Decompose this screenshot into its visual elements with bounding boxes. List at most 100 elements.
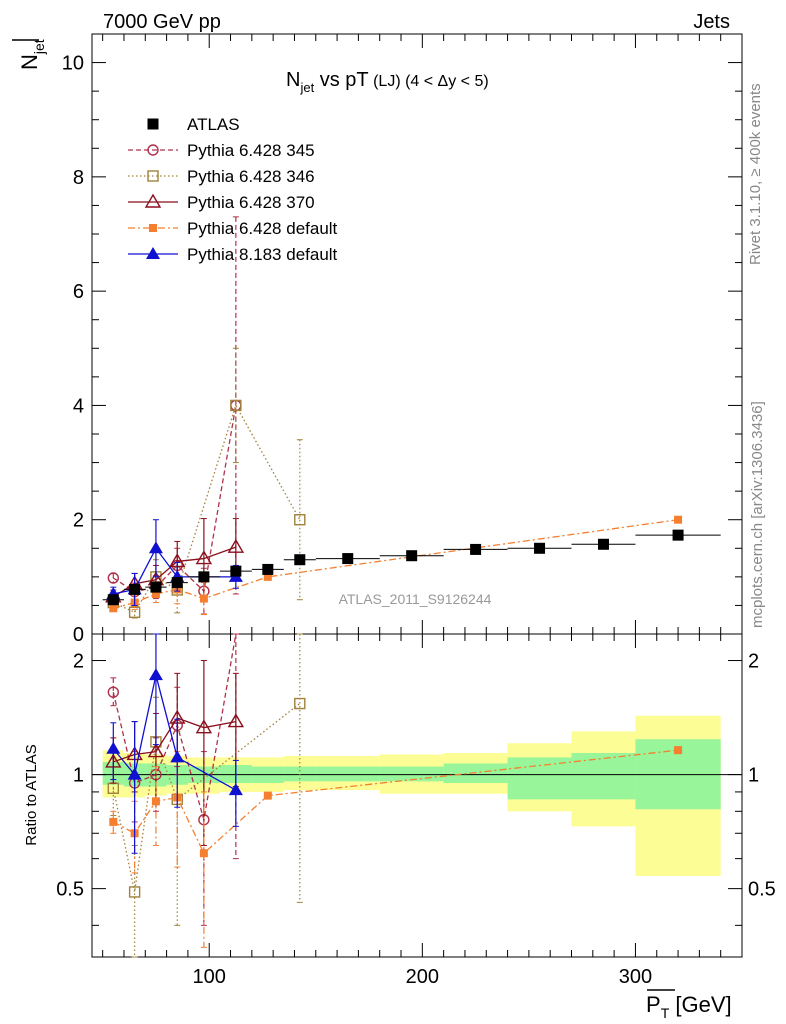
atlas-point [171,577,183,589]
ratio-point-pd [263,791,272,800]
ratio-point-p8 [148,668,163,681]
atlas-point [470,543,482,555]
x-tick-label: 300 [619,966,652,988]
ratio-point-p370 [227,713,245,728]
legend-label-p370: Pythia 6.428 370 [187,193,315,212]
analysis-watermark: ATLAS_2011_S9126244 [339,591,492,607]
y-axis-label: Njet [17,39,47,70]
ratio-y-tick-label-right: 1 [748,765,759,787]
ratio-frame [91,633,743,958]
observable-label: Jets [693,11,730,33]
ratio-point-p346 [128,886,141,898]
legend-label-p346: Pythia 6.428 346 [187,167,315,186]
point-pd [263,572,272,581]
y-tick-label: 8 [73,167,84,189]
atlas-point [230,565,242,577]
ylabel-sub: jet [31,39,47,55]
mcplots-reference-label: mcplots.cern.ch [arXiv:1306.3436] [749,401,766,628]
rivet-version-label: Rivet 3.1.10, ≥ 400k events [747,83,764,265]
point-p346 [294,514,306,526]
ratio-y-tick-label: 0.5 [56,879,84,901]
ratio-axis-label: Ratio to ATLAS [23,744,40,845]
y-tick-label: 0 [73,624,84,646]
legend-label-atlas: ATLAS [187,115,240,134]
ratio-point-pd [109,817,118,826]
y-tick-label: 6 [73,281,84,303]
ylabel-main: N [17,54,42,70]
ratio-point-p8 [127,767,142,780]
atlas-point [294,554,306,566]
point-pd [674,515,683,524]
ratio-point-p370 [147,743,165,758]
title-main: N [286,69,300,91]
ratio-point-p345 [107,686,120,698]
ratio-point-p8 [170,750,185,763]
legend: ATLAS Pythia 6.428 345 Pythia 6.428 346 Pyt… [128,115,338,264]
main-series-layer [102,216,721,619]
energy-label: 7000 GeV pp [103,11,221,33]
band-inner-12 [571,753,636,800]
title-small: (LJ) (4 < Δy < 5) [369,73,489,90]
legend-label-p345: Pythia 6.428 345 [187,141,315,160]
point-pd [109,604,118,613]
point-p345 [107,572,120,584]
legend-label-p8: Pythia 8.183 default [187,245,338,264]
x-axis-label: PT [GeV] [646,992,732,1021]
main-panel: 0 2 4 6 8 10 [62,33,743,646]
xlabel-sub: T [661,1005,670,1021]
series-line-p346 [113,403,301,614]
ratio-point-p8 [228,783,243,796]
atlas-point [129,583,141,595]
ratio-point-p346 [294,697,306,710]
point-p370 [227,538,245,553]
atlas-point [198,571,210,583]
atlas-point [150,581,162,593]
atlas-point [262,563,274,575]
ratio-y-tick-label-right: 0.5 [748,879,776,901]
ratio-point-pd [674,746,683,755]
y-tick-label: 10 [62,53,84,75]
x-tick-label: 200 [406,966,439,988]
atlas-point [107,594,119,606]
legend-marker-p370 [144,193,162,208]
legend-marker-p8 [146,247,160,259]
x-tick-label: 100 [193,966,226,988]
atlas-point [534,542,546,554]
atlas-point [672,529,684,541]
ratio-point-p370 [195,719,213,734]
plot-title: Njet vs pT (LJ) (4 < Δy < 5) [286,69,489,95]
y-tick-label: 2 [73,510,84,532]
point-pd [199,594,208,603]
ratio-uncertainty-bands [102,715,721,876]
xlabel-main: P [646,992,661,1017]
legend-marker-atlas [147,118,159,130]
band-inner-8 [315,766,380,782]
point-p346 [230,399,242,412]
legend-marker-pd [149,224,157,232]
ratio-y-tick-label: 1 [73,765,84,787]
ratio-point-pd [151,797,160,806]
band-inner-11 [507,757,572,800]
point-p370 [195,550,213,565]
ratio-line-p370 [113,717,236,763]
legend-label-pd: Pythia 6.428 default [187,219,338,238]
atlas-point [406,550,418,562]
ratio-panel: 100 200 300 0.5 0.5 1 1 2 2 [56,633,776,988]
legend-marker-p346 [147,170,159,182]
ratio-y-tick-label: 2 [73,651,84,673]
ratio-point-p8 [106,741,121,754]
title-sub: jet [299,80,314,95]
xlabel-unit: [GeV] [669,992,731,1017]
band-inner-7 [283,766,316,782]
ratio-y-tick-label-right: 2 [748,651,759,673]
atlas-point [342,553,354,565]
ratio-series-layer [105,633,683,958]
point-pd [151,590,160,598]
atlas-point [597,538,609,550]
title-rest: vs pT [314,69,368,91]
legend-marker-p345 [147,144,159,156]
ratio-line-p345 [112,633,237,820]
ratio-point-pd [199,849,208,858]
y-tick-label: 4 [73,395,84,417]
